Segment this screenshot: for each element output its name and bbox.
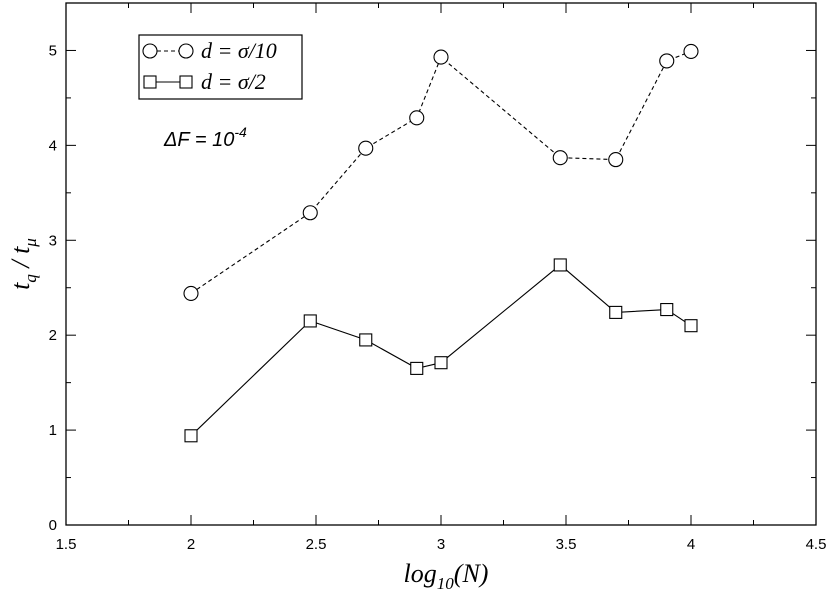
legend-label-2: d = σ/2 [201,69,266,94]
y-tick-label: 0 [49,517,57,534]
axis-tick-labels: 1.5 2 2.5 3 3.5 4 4.5 0 1 2 3 4 5 [49,42,827,553]
y-tick-label: 2 [49,327,57,344]
x-tick-label: 2.5 [306,536,327,553]
series-line-2 [190,264,692,437]
series-1-point [183,285,199,301]
y-tick-label: 5 [49,42,57,59]
y-axis-label-sub1: q [21,274,40,283]
legend-marker-circle-a [142,43,158,59]
y-tick-label: 4 [49,137,57,154]
y-axis-label: tq / tμ [6,238,40,290]
x-tick-label: 2 [187,536,195,553]
series-1-point [683,43,699,59]
legend-box [138,34,303,100]
series-layer [183,43,699,443]
series-1-point [608,152,624,168]
y-axis-label-t1: t [6,282,35,290]
legend: d = σ/10 d = σ/2 [138,34,303,100]
series-1-point [552,150,568,166]
series-2-point [609,305,623,319]
x-tick-label: 3.5 [556,536,577,553]
legend-label-1: d = σ/10 [201,38,277,63]
y-tick-label: 1 [49,422,57,439]
y-axis-label-mid: / t [6,246,35,274]
legend-marker-square-b [179,75,193,89]
annotation-main: ΔF = 10 [163,129,234,151]
annotation-delta-f: ΔF = 10-4 [163,124,247,151]
x-axis-label: log10(N) [404,559,489,593]
y-axis-label-sub2: μ [21,238,40,248]
x-tick-label: 4 [687,536,695,553]
legend-marker-square-a [143,75,157,89]
x-tick-label: 4.5 [806,536,827,553]
y-tick-label: 3 [49,232,57,249]
series-2-point [434,356,448,370]
series-2-point [184,429,198,443]
x-tick-label: 1.5 [56,536,77,553]
series-1-point [358,140,374,156]
axis-ticks [65,3,817,526]
x-axis-label-tail: (N) [454,559,489,588]
series-1-point [409,110,425,126]
annotation-sup: -4 [234,124,247,140]
legend-marker-circle-b [178,43,194,59]
series-2-point [684,319,698,333]
x-axis-label-main: log [404,559,437,588]
x-tick-label: 3 [437,536,445,553]
series-2-point [303,314,317,328]
series-2-point [359,333,373,347]
series-2-point [553,258,567,272]
series-1-point [302,205,318,221]
series-1-point [659,53,675,69]
x-axis-label-sub: 10 [437,574,455,593]
series-2-point [660,303,674,317]
series-1-point [433,49,449,65]
series-2-point [410,361,424,375]
